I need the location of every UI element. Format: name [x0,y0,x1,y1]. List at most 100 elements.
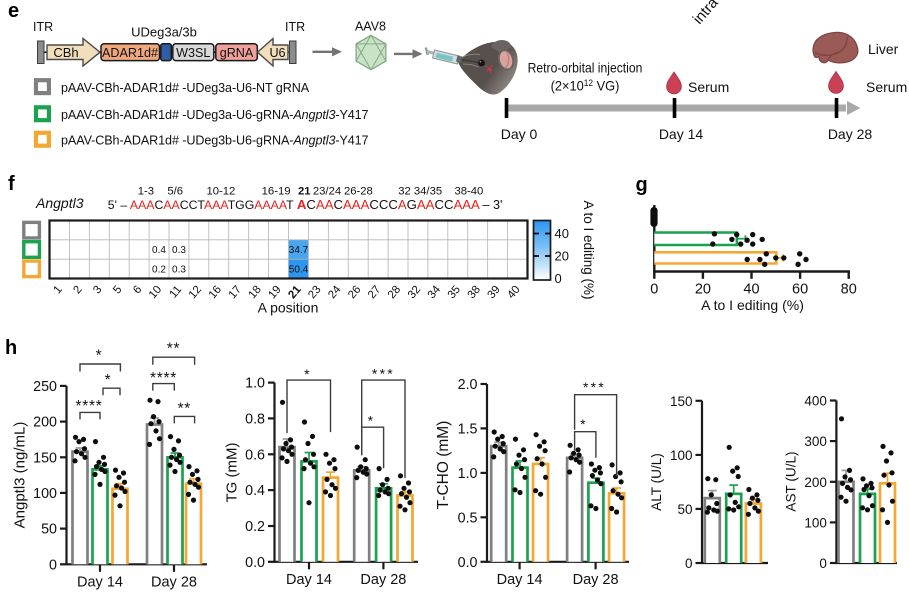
svg-text:16-19: 16-19 [262,186,291,198]
svg-text:pAAV-CBh-ADAR1d# -UDeg3a-U6-NT: pAAV-CBh-ADAR1d# -UDeg3a-U6-NT gRNA [61,81,310,95]
svg-text:50: 50 [41,522,57,538]
svg-text:1.0: 1.0 [245,376,265,392]
svg-text:0: 0 [819,556,827,571]
svg-text:pAAV-CBh-ADAR1d# -UDeg3a-U6-gR: pAAV-CBh-ADAR1d# -UDeg3a-U6-gRNA-Angptl3… [61,108,369,122]
svg-text:5/6: 5/6 [167,186,183,198]
svg-text:32: 32 [398,186,411,198]
svg-text:A position: A position [258,300,319,316]
svg-text:Liver: Liver [868,41,899,57]
svg-text:W3SL: W3SL [176,46,210,60]
svg-text:250: 250 [33,379,57,395]
svg-text:Serum: Serum [688,79,729,95]
svg-text:40: 40 [743,282,759,298]
svg-text:34.7: 34.7 [289,245,309,256]
svg-text:Day 28: Day 28 [573,572,619,588]
svg-text:300: 300 [804,434,827,449]
svg-text:TG (mM): TG (mM) [224,443,241,503]
svg-text:Day 28: Day 28 [828,126,873,142]
svg-text:Day 14: Day 14 [659,126,704,142]
svg-text:100: 100 [804,515,827,530]
svg-text:0.2: 0.2 [245,519,265,535]
svg-text:21: 21 [298,186,311,198]
svg-text:g: g [636,174,648,196]
svg-text:**: ** [167,341,180,358]
svg-text:f: f [8,173,15,195]
svg-text:ITR: ITR [33,20,53,34]
svg-text:Day 14: Day 14 [77,574,123,590]
svg-text:26-28: 26-28 [344,186,373,198]
svg-text:0.5: 0.5 [458,510,478,526]
svg-text:400: 400 [804,394,827,409]
svg-text:23/24: 23/24 [313,186,341,198]
svg-text:gRNA: gRNA [220,46,254,60]
svg-text:UDeg3a/3b: UDeg3a/3b [131,25,197,40]
svg-text:10-12: 10-12 [206,186,235,198]
svg-text:200: 200 [33,415,57,431]
svg-text:Day 0: Day 0 [501,126,538,142]
svg-text:150: 150 [33,450,57,466]
svg-text:80: 80 [841,282,857,298]
svg-text:h: h [5,337,17,359]
svg-text:e: e [8,0,19,22]
svg-text:*: * [96,347,103,364]
svg-text:***: *** [372,366,395,382]
svg-text:50: 50 [677,502,692,517]
svg-text:ITR: ITR [285,20,305,34]
svg-text:0.8: 0.8 [245,411,265,427]
svg-text:2.0: 2.0 [458,377,478,393]
svg-text:100: 100 [670,448,693,463]
svg-text:AAV8: AAV8 [355,20,386,34]
svg-text:*: * [580,416,588,432]
svg-text:20: 20 [695,282,711,298]
svg-text:1-3: 1-3 [138,186,154,198]
svg-text:– 3': – 3' [483,198,503,212]
svg-text:ACAACAAACCCAGAACCAAA: ACAACAAACCCAGAACCAAA [297,197,480,212]
svg-text:0.3: 0.3 [172,264,186,275]
svg-text:5' – AAACAACCTAAATGGAAAAT: 5' – AAACAACCTAAATGGAAAAT [108,198,294,212]
svg-text:11: 11 [167,284,184,301]
svg-text:***: *** [583,379,606,395]
svg-text:*: * [105,372,112,389]
svg-text:60: 60 [792,282,808,298]
svg-text:34/35: 34/35 [414,186,442,198]
svg-text:0: 0 [650,282,658,298]
svg-text:(2×1012 VG): (2×1012 VG) [551,78,620,94]
svg-text:**: ** [178,401,191,418]
svg-text:38-40: 38-40 [454,186,483,198]
svg-text:0.2: 0.2 [152,264,166,275]
svg-text:50.4: 50.4 [289,264,309,275]
svg-text:0: 0 [555,271,562,286]
svg-text:0: 0 [685,556,693,571]
svg-text:ALT (U/L): ALT (U/L) [649,453,664,511]
svg-text:200: 200 [804,475,827,490]
svg-text:****: **** [76,398,103,415]
svg-text:T-CHO (mM): T-CHO (mM) [435,421,452,510]
svg-text:Angptl3: Angptl3 [35,195,84,211]
svg-text:Retro-orbital injection: Retro-orbital injection [528,60,643,76]
svg-text:1.0: 1.0 [458,466,478,482]
svg-text:20: 20 [555,249,569,264]
svg-text:Day 28: Day 28 [360,572,406,588]
svg-text:0.3: 0.3 [172,245,186,256]
svg-text:Angptl3 (ng/mL): Angptl3 (ng/mL) [12,422,29,529]
svg-text:Serum: Serum [866,79,907,95]
svg-text:0.0: 0.0 [458,555,478,571]
svg-text:AST (U/L): AST (U/L) [784,451,799,511]
svg-text:A to I editing (%): A to I editing (%) [581,200,596,299]
svg-text:0.4: 0.4 [245,483,265,499]
svg-text:CBh: CBh [53,45,78,60]
svg-text:0.0: 0.0 [245,555,265,571]
svg-text:Day 14: Day 14 [497,572,543,588]
svg-text:0.4: 0.4 [152,245,166,256]
svg-text:100: 100 [33,486,57,502]
svg-text:0: 0 [49,557,57,573]
svg-text:0.6: 0.6 [245,447,265,463]
svg-text:1.5: 1.5 [458,421,478,437]
svg-text:40: 40 [555,226,569,241]
svg-text:ADAR1d#: ADAR1d# [102,46,158,60]
svg-text:Day 14: Day 14 [286,572,332,588]
svg-text:150: 150 [670,394,693,409]
svg-text:*: * [368,412,376,428]
svg-text:A to I editing (%): A to I editing (%) [701,297,804,313]
svg-text:U6: U6 [269,46,285,60]
